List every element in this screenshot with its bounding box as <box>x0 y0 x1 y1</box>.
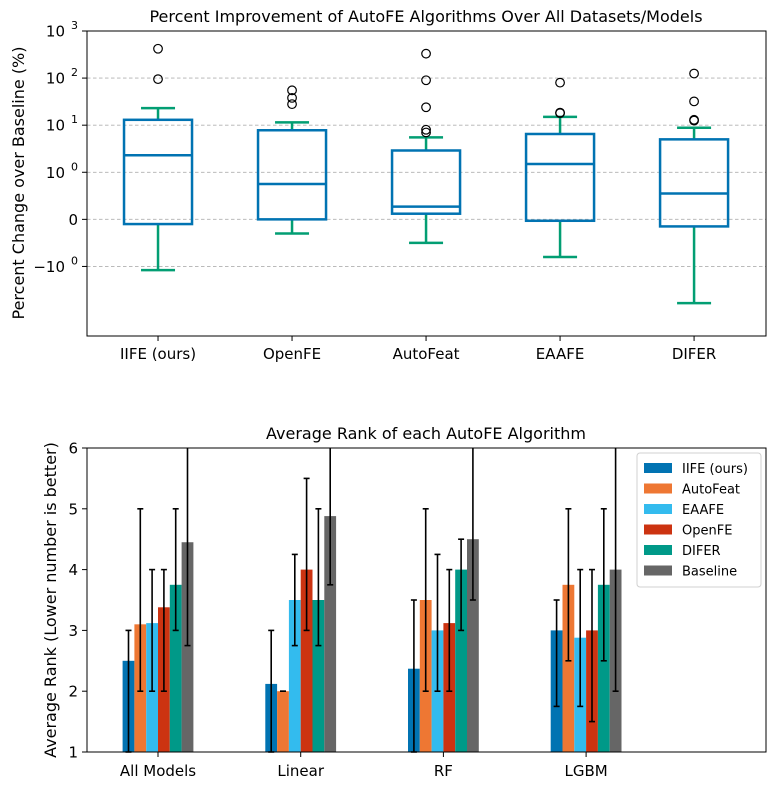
box-chart-boxes <box>122 43 730 305</box>
y-tick-label: 3 <box>68 622 78 640</box>
y-tick-label: 0 <box>68 211 78 229</box>
box-body <box>256 129 328 221</box>
box-5 <box>658 68 730 305</box>
outlier-point <box>153 74 163 85</box>
outlier-point <box>689 96 699 107</box>
y-tick-exponent: 3 <box>71 19 78 32</box>
box-chart-title: Percent Improvement of AutoFE Algorithms… <box>149 7 702 26</box>
legend-swatch <box>644 463 672 473</box>
legend-label: AutoFeat <box>682 483 740 498</box>
bar-chart-x-ticks: All Models Linear RF LGBM <box>120 752 608 780</box>
x-tick-label: AutoFeat <box>393 345 460 363</box>
bar-difer <box>169 584 182 752</box>
outlier-point <box>287 99 297 110</box>
y-tick-label: 5 <box>68 500 78 518</box>
legend-swatch <box>644 504 672 514</box>
box-body <box>524 132 596 223</box>
outlier-point <box>555 107 565 118</box>
bar-autofeat <box>562 584 575 752</box>
box-3 <box>390 48 462 245</box>
y-tick-exponent: 1 <box>71 113 78 126</box>
outlier-point <box>421 48 431 59</box>
bar-chart: Average Rank of each AutoFE Algorithm 1 2… <box>41 424 767 780</box>
y-tick-label: 1 <box>68 744 78 762</box>
bar-openfe <box>300 569 313 752</box>
outlier-point <box>689 114 699 125</box>
box-body <box>390 149 462 215</box>
bar-difer <box>455 569 467 752</box>
bar-chart-ylabel: Average Rank (Lower number is better) <box>41 442 60 758</box>
legend-label: EAAFE <box>682 503 724 518</box>
box-chart-ylabel: Percent Change over Baseline (%) <box>9 46 28 319</box>
box-chart: Percent Improvement of AutoFE Algorithms… <box>9 7 767 363</box>
x-tick-label: OpenFE <box>263 345 321 363</box>
bar-difer <box>597 584 610 752</box>
legend-label: IIFE (ours) <box>682 462 748 477</box>
legend-swatch <box>644 545 672 555</box>
box-chart-x-ticks: IIFE (ours) OpenFE AutoFeat EAAFE DIFER <box>120 336 716 363</box>
y-tick-label: 10 <box>46 70 65 88</box>
x-tick-label: All Models <box>120 762 196 780</box>
y-tick-exponent: 0 <box>71 254 78 267</box>
bar-chart-legend: IIFE (ours) AutoFeat EAAFE OpenFE DIFER Basel… <box>636 452 762 588</box>
legend-swatch <box>644 524 672 535</box>
bar-baseline <box>467 539 479 752</box>
bar-baseline <box>181 542 194 752</box>
bar-baseline <box>324 516 337 752</box>
outlier-point <box>421 124 431 135</box>
x-tick-label: IIFE (ours) <box>120 345 196 363</box>
outlier-point <box>153 43 163 54</box>
y-tick-label: 10 <box>46 23 65 41</box>
legend-label: Baseline <box>682 565 737 580</box>
outlier-point <box>421 102 431 113</box>
legend-swatch <box>644 565 672 576</box>
outlier-point <box>287 92 297 103</box>
outlier-point <box>555 77 565 88</box>
x-tick-label: DIFER <box>672 345 717 363</box>
outlier-point <box>421 127 431 138</box>
box-body <box>122 118 194 226</box>
y-tick-label: 2 <box>68 683 78 701</box>
y-tick-exponent: 0 <box>71 160 78 173</box>
box-chart-frame <box>86 30 767 337</box>
y-tick-exponent: 2 <box>71 66 78 79</box>
bar-difer <box>312 600 325 752</box>
y-tick-label: 4 <box>68 561 78 579</box>
bar-chart-title: Average Rank of each AutoFE Algorithm <box>266 424 586 443</box>
outlier-point <box>689 68 699 79</box>
x-tick-label: LGBM <box>564 762 607 780</box>
legend-swatch <box>644 483 672 494</box>
y-tick-label: 10 <box>46 164 65 182</box>
legend-label: OpenFE <box>682 524 732 539</box>
x-tick-label: Linear <box>277 762 324 780</box>
bar-chart-y-ticks: 1 2 3 4 5 6 <box>68 440 87 762</box>
bar-eaafe <box>288 600 301 752</box>
outlier-point <box>421 75 431 86</box>
bar-chart-frame <box>86 447 767 753</box>
box-chart-y-ticks: 10 3 10 2 10 1 10 0 0 −10 0 <box>33 19 87 276</box>
box-body <box>658 138 730 228</box>
bar-chart-errorbars <box>125 448 619 753</box>
bar-autofeat <box>277 691 289 752</box>
y-tick-label: 10 <box>46 117 65 135</box>
outlier-point <box>287 85 297 96</box>
x-tick-label: EAAFE <box>536 345 585 363</box>
y-tick-label: 6 <box>68 440 78 458</box>
legend-label: DIFER <box>682 544 721 559</box>
y-tick-label: −10 <box>33 258 65 276</box>
x-tick-label: RF <box>434 762 453 780</box>
box-4 <box>524 77 596 259</box>
box-2 <box>256 85 328 235</box>
box-1 <box>122 43 194 272</box>
bar-chart-bars <box>122 516 622 752</box>
